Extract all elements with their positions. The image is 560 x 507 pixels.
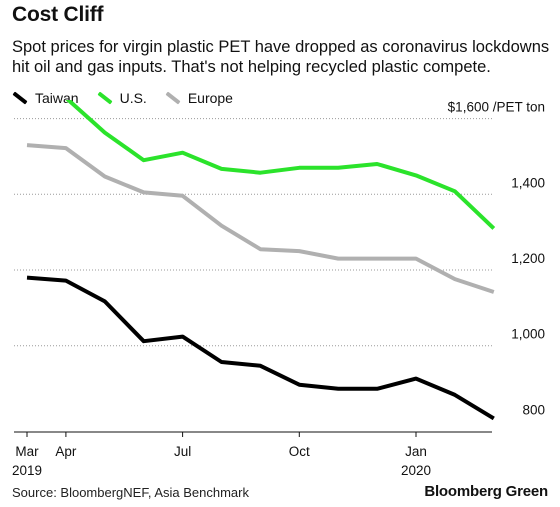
line-chart: $1,600 /PET ton 1,400 1,200 1,000 800 Mar 2019…: [12, 100, 545, 478]
legend-label-europe: Europe: [187, 90, 233, 106]
series-line-taiwan: [26, 275, 495, 421]
y-tick-label-1000: 1,000: [511, 327, 545, 342]
y-tick-label-1200: 1,200: [511, 251, 545, 266]
x-tick-label-2019-10: Oct: [289, 444, 310, 459]
chart-subtitle: Spot prices for virgin plastic PET have …: [12, 38, 550, 76]
brand-logo: Bloomberg Green: [424, 483, 548, 500]
legend-label-us: U.S.: [119, 90, 147, 106]
legend-item-us: U.S.: [97, 90, 147, 106]
x-tick-label-2019-04: Apr: [55, 444, 77, 459]
y-tick-label-1400: 1,400: [511, 175, 545, 190]
x-tick-sublabel-2019-03: 2019: [12, 463, 42, 478]
legend: Taiwan U.S. Europe: [12, 88, 251, 108]
x-tick-label-2019-03: Mar: [15, 444, 39, 459]
series-line-europe: [26, 143, 495, 294]
y-tick-label-1600: $1,600 /PET ton: [448, 100, 545, 115]
x-tick-label-2020-01: Jan: [405, 444, 427, 459]
chart-title: Cost Cliff: [12, 3, 104, 26]
series-line-us: [65, 100, 496, 230]
source-note: Source: BloombergNEF, Asia Benchmark: [12, 485, 249, 500]
y-tick-label-800: 800: [522, 402, 545, 417]
x-tick-sublabel-2020-01: 2020: [401, 463, 431, 478]
x-tick-label-2019-07: Jul: [174, 444, 191, 459]
legend-item-europe: Europe: [165, 90, 233, 106]
